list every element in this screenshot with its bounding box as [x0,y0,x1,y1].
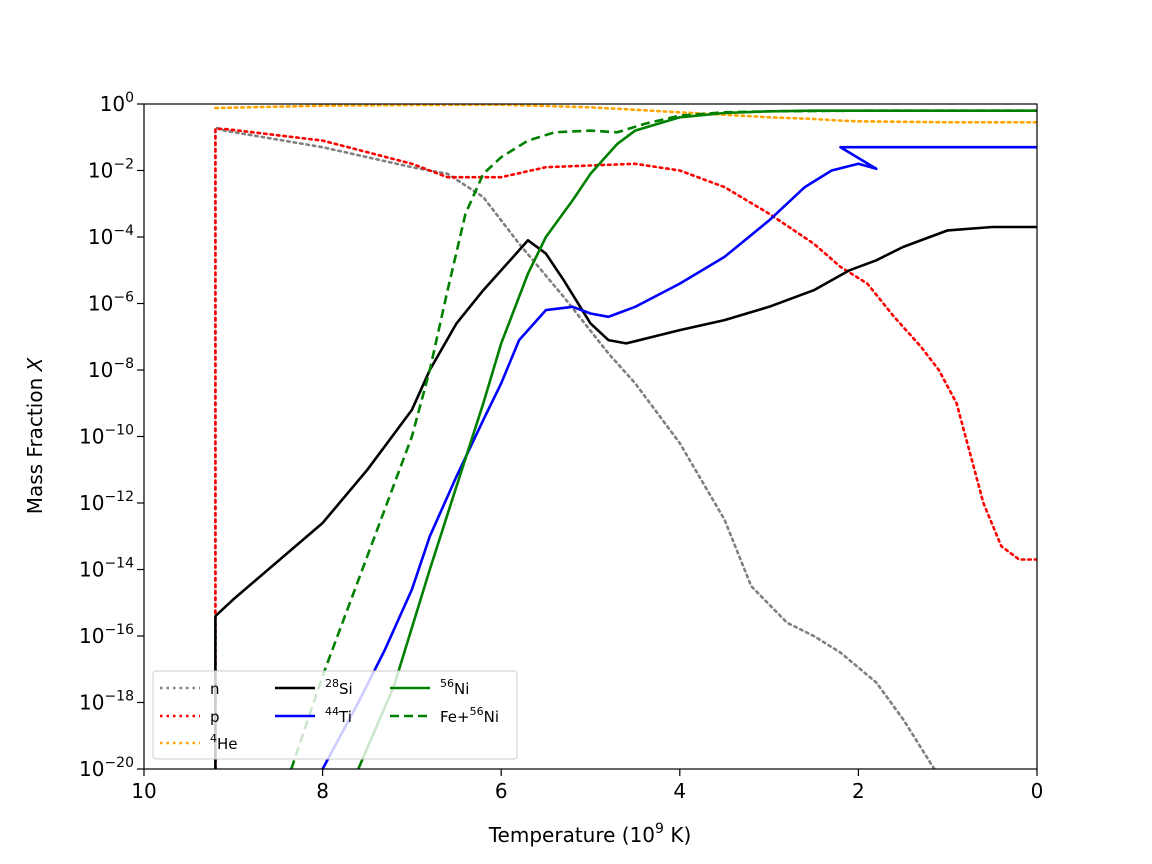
legend-label-Si28: 28Si [325,677,353,698]
x-axis: 10 8 6 4 2 0 [131,769,1043,803]
legend-label-FeNi56: Fe+56Ni [440,705,499,726]
series-line-He4 [214,104,1037,124]
y-axis-label: Mass Fraction X [23,356,47,514]
legend-label-n: n [210,680,220,698]
y-tick-label: 10−4 [88,223,134,249]
y-tick-label: 10−10 [79,423,134,449]
series-line-p [214,127,1037,769]
legend-label-Ti44: 44Ti [325,705,352,726]
x-tick-label: 8 [316,779,329,803]
series-line-FeNi56 [290,109,1037,769]
series-line-Ti44 [321,145,1037,769]
legend-label-p: p [210,708,220,726]
y-tick-label: 10−14 [79,556,134,582]
x-tick-label: 10 [131,779,156,803]
x-axis-label: Temperature (109 K) [488,821,692,847]
y-axis: 100 10−2 10−4 10−6 10−8 10−10 10−12 10−14 10−16 1… [79,90,144,781]
legend: np 4He 28Si 44Ti 56Ni Fe+56Ni [152,670,518,760]
x-tick-label: 6 [495,779,508,803]
legend-label-Ni56: 56Ni [440,677,469,698]
y-tick-label: 10−20 [79,755,134,781]
x-tick-label: 4 [673,779,686,803]
y-tick-label: 100 [100,90,134,116]
x-tick-label: 2 [852,779,865,803]
y-tick-label: 10−6 [88,290,134,316]
legend-frame [152,670,518,760]
x-tick-label: 0 [1031,779,1044,803]
y-tick-label: 10−8 [88,356,134,382]
series-line-n [214,126,936,769]
y-tick-label: 10−12 [79,489,134,515]
y-tick-label: 10−18 [79,689,134,715]
y-tick-label: 10−2 [88,157,134,183]
series-layer [214,104,1037,769]
legend-label-He4: 4He [210,732,238,753]
y-tick-label: 10−16 [79,622,134,648]
series-line-Si28 [214,225,1037,769]
